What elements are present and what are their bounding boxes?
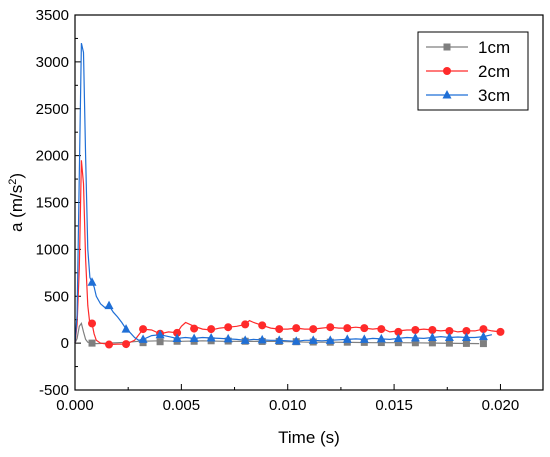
data-point-3cm bbox=[393, 333, 403, 342]
data-point-1cm bbox=[88, 339, 96, 347]
plot-frame bbox=[74, 14, 544, 391]
data-point-2cm bbox=[377, 325, 386, 334]
legend-marker bbox=[443, 43, 451, 51]
legend-label: 2cm bbox=[478, 62, 510, 81]
data-point-3cm bbox=[325, 335, 335, 344]
data-point-3cm bbox=[308, 335, 318, 344]
data-point-2cm bbox=[292, 324, 301, 333]
data-point-1cm bbox=[394, 339, 402, 347]
data-point-2cm bbox=[207, 325, 216, 334]
series-3cm bbox=[74, 42, 493, 345]
data-point-2cm bbox=[428, 326, 437, 334]
data-point-2cm bbox=[411, 326, 420, 334]
y-tick-label: 2000 bbox=[36, 148, 69, 165]
data-point-2cm bbox=[479, 325, 488, 334]
x-tick-label: 0.020 bbox=[482, 397, 520, 414]
data-point-2cm bbox=[88, 319, 97, 328]
x-tick-label: 0.000 bbox=[56, 397, 94, 414]
data-point-3cm bbox=[155, 329, 165, 339]
data-point-2cm bbox=[258, 321, 267, 330]
data-point-2cm bbox=[122, 340, 131, 349]
data-point-2cm bbox=[173, 328, 182, 337]
data-point-2cm bbox=[462, 326, 471, 335]
legend-marker bbox=[443, 67, 451, 75]
data-point-3cm bbox=[121, 324, 131, 333]
data-point-3cm bbox=[206, 332, 216, 342]
y-tick-label: 3000 bbox=[36, 54, 69, 71]
legend-label: 3cm bbox=[478, 86, 510, 105]
data-point-2cm bbox=[105, 340, 114, 349]
data-point-2cm bbox=[275, 325, 284, 334]
series-2cm bbox=[74, 160, 505, 349]
y-axis-title-superscript: 2 bbox=[7, 179, 19, 185]
data-point-2cm bbox=[241, 320, 250, 329]
data-point-2cm bbox=[360, 324, 369, 333]
y-axis-title-close: ) bbox=[7, 173, 26, 179]
data-point-2cm bbox=[343, 324, 352, 333]
legend-item-3cm: 3cm bbox=[426, 86, 510, 105]
data-point-3cm bbox=[189, 333, 199, 342]
data-point-3cm bbox=[223, 333, 233, 343]
legend-marker bbox=[442, 90, 452, 99]
data-point-3cm bbox=[342, 334, 352, 343]
data-point-1cm bbox=[156, 338, 164, 346]
legend: 1cm 2cm 3cm bbox=[417, 31, 529, 111]
y-tick-label: 3500 bbox=[36, 7, 69, 24]
data-point-3cm bbox=[291, 336, 301, 345]
y-tick-label: 1500 bbox=[36, 195, 69, 212]
data-point-1cm bbox=[462, 339, 470, 347]
y-axis-title-main: a (m/s bbox=[7, 185, 26, 232]
data-point-3cm bbox=[87, 277, 97, 286]
legend-item-1cm: 1cm bbox=[426, 38, 510, 57]
x-tick-label: 0.010 bbox=[269, 397, 307, 414]
data-point-3cm bbox=[138, 334, 148, 343]
data-point-2cm bbox=[394, 327, 403, 336]
data-point-3cm bbox=[478, 331, 488, 341]
y-tick-label: 2500 bbox=[36, 101, 69, 118]
data-point-3cm bbox=[461, 332, 471, 341]
data-point-3cm bbox=[376, 333, 386, 343]
data-point-2cm bbox=[326, 323, 335, 332]
data-point-1cm bbox=[377, 339, 385, 347]
y-tick-label: 500 bbox=[44, 288, 69, 305]
data-point-3cm bbox=[410, 332, 420, 342]
data-point-1cm bbox=[479, 340, 487, 348]
x-tick-label: 0.005 bbox=[163, 397, 201, 414]
data-point-2cm bbox=[139, 325, 148, 334]
y-axis-title: a (m/s2) bbox=[7, 173, 26, 232]
data-point-3cm bbox=[444, 332, 454, 341]
data-point-2cm bbox=[309, 325, 318, 334]
data-point-3cm bbox=[240, 335, 250, 344]
legend-item-2cm: 2cm bbox=[426, 62, 510, 81]
data-point-3cm bbox=[359, 334, 369, 343]
data-point-1cm bbox=[445, 339, 453, 347]
axes-layer: 0.000 0.005 0.010 0.015 0.020 -500 0 500 1000 150… bbox=[36, 7, 520, 414]
data-point-1cm bbox=[428, 339, 436, 347]
data-point-2cm bbox=[224, 323, 233, 332]
legend-label: 1cm bbox=[478, 38, 510, 57]
y-tick-label: 1000 bbox=[36, 241, 69, 258]
data-point-2cm bbox=[445, 326, 454, 335]
data-point-2cm bbox=[190, 324, 199, 333]
x-tick-label: 0.015 bbox=[375, 397, 413, 414]
data-point-3cm bbox=[427, 332, 437, 341]
data-point-3cm bbox=[274, 335, 284, 344]
series-layer bbox=[74, 42, 505, 349]
data-point-2cm bbox=[496, 327, 505, 336]
data-point-3cm bbox=[172, 333, 182, 342]
data-point-1cm bbox=[411, 339, 419, 347]
series-line-2cm bbox=[74, 160, 501, 346]
data-point-3cm bbox=[257, 334, 267, 344]
x-axis-title: Time (s) bbox=[278, 428, 340, 447]
y-tick-label: 0 bbox=[61, 335, 69, 352]
data-point-3cm bbox=[104, 300, 114, 310]
y-tick-label: -500 bbox=[39, 382, 69, 399]
